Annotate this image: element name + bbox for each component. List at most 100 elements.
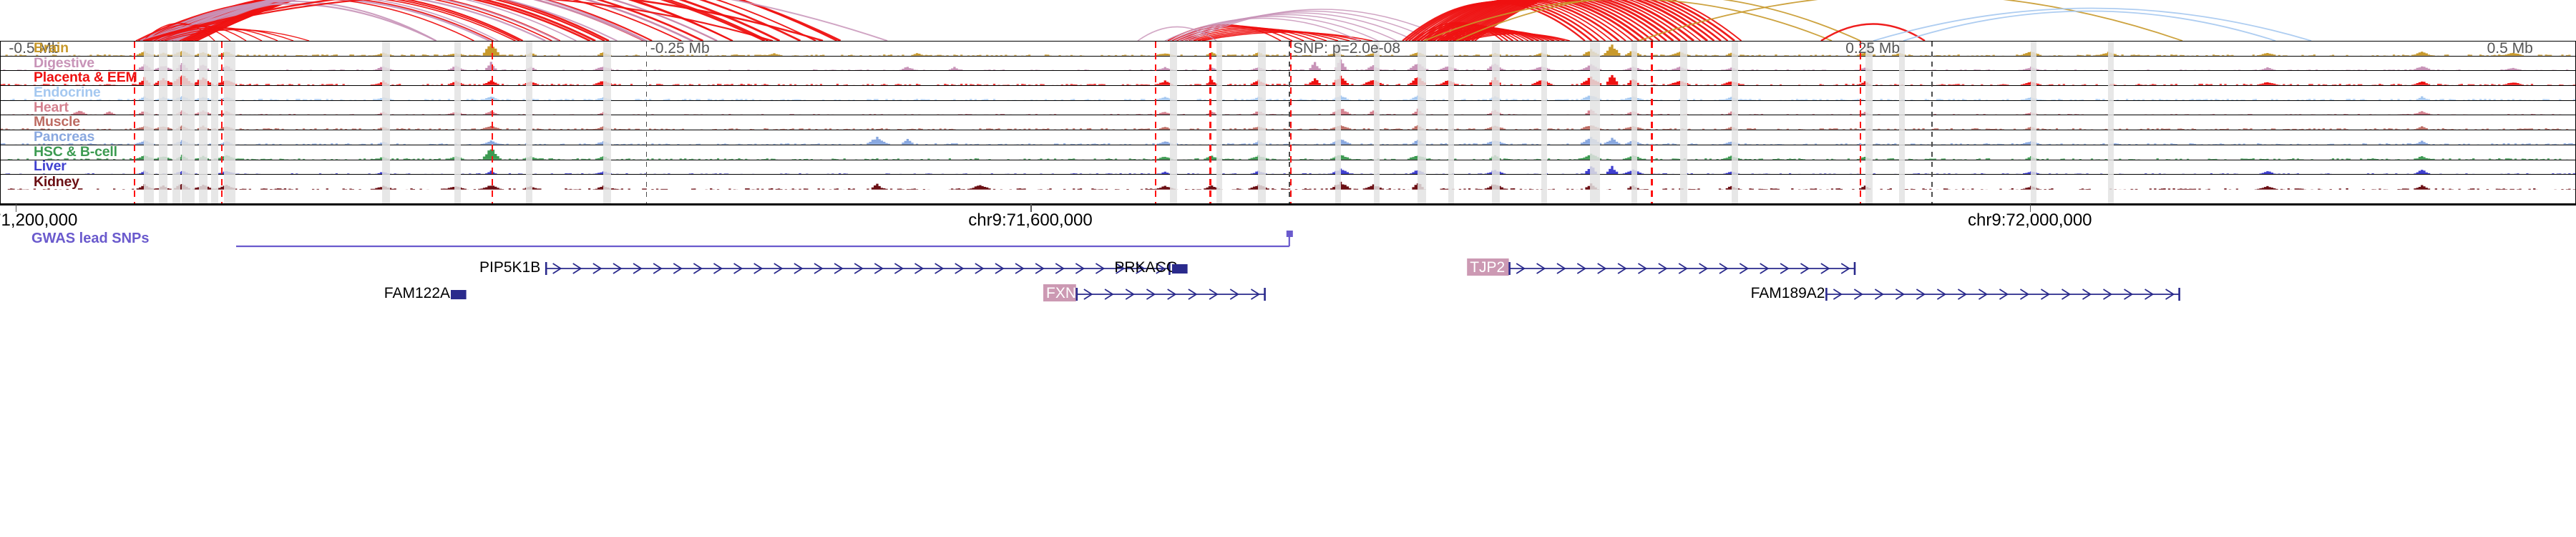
axis-tick (2029, 204, 2031, 212)
track-row-digestive: Digestive (1, 57, 2575, 72)
interaction-arc (142, 22, 215, 41)
gene-label: TJP2 (1470, 259, 1505, 276)
interaction-arc (1445, 0, 1681, 41)
axis-tick-label: chr9:71,600,000 (968, 211, 1093, 230)
gene-annotation-panel: PIP5K1B PRKACG TJP2 FAM122A FXN FAM189A2 (0, 252, 2576, 316)
interaction-arc (1420, 0, 1626, 41)
axis-baseline (0, 204, 2576, 205)
interaction-arc (142, 0, 824, 41)
interaction-arc (1445, 29, 1545, 41)
interaction-arc (1449, 29, 1550, 41)
gene-model-prkacg[interactable]: PRKACG (1114, 259, 1188, 276)
interaction-arc (1455, 0, 1861, 41)
interaction-arc (1465, 0, 1722, 41)
interaction-arc (1164, 17, 1360, 41)
interaction-arc (1423, 0, 1833, 41)
gene-label: PRKACG (1114, 259, 1178, 276)
track-row-pancreas: Pancreas (1, 130, 2575, 145)
interaction-arc (1427, 0, 1640, 41)
signal-profile-kidney (1, 182, 2575, 190)
track-row-kidney: Kidney (1, 175, 2575, 190)
track-row-muscle: Muscle (1, 115, 2575, 131)
interaction-arc (1176, 26, 1304, 41)
gene-label: FAM189A2 (1751, 285, 1825, 301)
signal-profile-heart (1, 108, 2575, 115)
axis-tick (15, 204, 17, 212)
interaction-arc (135, 0, 474, 41)
track-row-liver: Liver (1, 160, 2575, 175)
interaction-arc (1465, 33, 1570, 41)
interaction-arc (1430, 0, 1647, 41)
interaction-arc (162, 0, 618, 41)
interaction-arc (169, 0, 648, 41)
interaction-arc (150, 0, 499, 41)
interaction-arc (140, 0, 888, 41)
interaction-arc (1443, 0, 1674, 41)
gene-label: FXN (1046, 285, 1076, 301)
interaction-arc (1433, 0, 1654, 41)
gene-model-fam189a2[interactable]: FAM189A2 (1751, 285, 2180, 301)
interaction-arc (1820, 23, 1926, 41)
signal-profile-liver (1, 165, 2575, 175)
gene-model-tjp2[interactable]: TJP2 (1467, 258, 1856, 276)
interaction-arc (1455, 0, 1702, 41)
interaction-arc (146, 24, 231, 41)
gwas-snp-svg (236, 231, 1293, 248)
interaction-arc (1184, 10, 1435, 41)
interaction-arc (157, 26, 278, 41)
signal-profile-digestive (1, 59, 2575, 71)
gene-model-pip5k1b[interactable]: PIP5K1B (479, 259, 1171, 276)
interaction-arc (1452, 0, 1694, 41)
track-row-placenta: Placenta & EEM (1, 71, 2575, 87)
interaction-arc (1137, 26, 1217, 41)
interaction-arc (1413, 21, 1503, 41)
gene-model-svg: PIP5K1B PRKACG TJP2 FAM122A FXN FAM189A2 (384, 258, 2180, 301)
interaction-arc (1439, 0, 1667, 41)
axis-tick-label: chr9:71,200,000 (0, 211, 78, 230)
interaction-arc (1179, 12, 1416, 41)
interaction-arc (1171, 25, 1293, 41)
gene-label: FAM122A (384, 285, 450, 301)
interaction-arc (1418, 0, 1620, 41)
gene-model-fxn[interactable]: FXN (1043, 284, 1266, 301)
gene-model-fam122a[interactable]: FAM122A (384, 285, 467, 301)
interaction-arc (1460, 32, 1565, 41)
interaction-arc (1433, 26, 1529, 41)
interaction-arc (1424, 0, 1634, 41)
interaction-arc (1468, 0, 1729, 41)
interaction-arc (146, 0, 774, 41)
interaction-arc (1189, 29, 1339, 41)
gene-label: PIP5K1B (479, 259, 540, 276)
interaction-arc (1638, 0, 2183, 41)
genomic-coordinate-axis: chr9:71,200,000 chr9:71,600,000 chr9:72,00… (0, 204, 2576, 233)
interaction-arc (160, 28, 294, 41)
interaction-arc (1189, 9, 1453, 41)
interaction-arc (1449, 0, 1688, 41)
signal-track-panel: Brain Digestive Placenta & EEM Endocrine Hea… (0, 41, 2576, 204)
signal-profile-muscle (1, 125, 2575, 130)
interaction-arc-svg (135, 0, 2312, 41)
interaction-arc (1440, 27, 1539, 41)
gwas-track-label: GWAS lead SNPs (31, 231, 150, 246)
signal-profile-pancreas (1, 137, 2575, 145)
interaction-arc (1873, 7, 2312, 41)
gwas-lead-snp-track: GWAS lead SNPs (0, 231, 2576, 253)
signal-profile-endocrine (1, 95, 2575, 100)
interaction-arc (1470, 0, 1735, 41)
interaction-arc (1415, 0, 1613, 41)
interaction-arc (164, 29, 310, 41)
interaction-arc (1436, 0, 1661, 41)
interaction-arc (1197, 30, 1362, 41)
gwas-snp-marker[interactable] (1286, 231, 1293, 237)
axis-tick-label: chr9:72,000,000 (1968, 211, 2092, 230)
interaction-arc (1903, 10, 2276, 41)
track-row-hsc: HSC & B-cell (1, 145, 2575, 160)
interaction-arc-panel (0, 0, 2576, 41)
signal-profile-hsc (1, 149, 2575, 160)
signal-profile-placenta (1, 75, 2575, 86)
track-rows-container: Brain Digestive Placenta & EEM Endocrine Hea… (1, 42, 2575, 190)
interaction-arc (1193, 29, 1350, 41)
interaction-arc (160, 0, 577, 41)
signal-profile-brain (1, 44, 2575, 56)
